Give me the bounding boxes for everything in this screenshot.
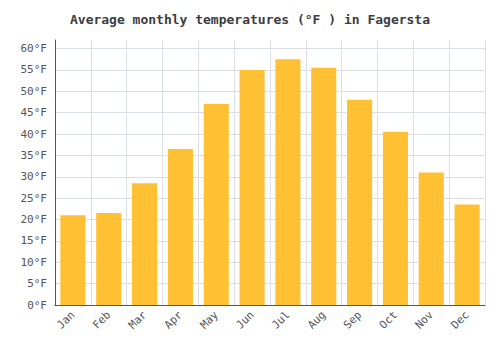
svg-text:Sep: Sep xyxy=(341,308,364,331)
svg-text:Nov: Nov xyxy=(413,308,436,331)
svg-text:0°F: 0°F xyxy=(27,299,47,312)
svg-text:Apr: Apr xyxy=(162,308,185,331)
svg-text:35°F: 35°F xyxy=(21,149,48,162)
svg-text:Aug: Aug xyxy=(305,308,328,331)
svg-text:Mar: Mar xyxy=(126,308,149,331)
svg-text:Average monthly temperatures (: Average monthly temperatures (°F ) in Fa… xyxy=(70,12,430,27)
svg-text:25°F: 25°F xyxy=(21,192,48,205)
svg-text:5°F: 5°F xyxy=(27,277,47,290)
svg-text:20°F: 20°F xyxy=(21,213,48,226)
svg-text:45°F: 45°F xyxy=(21,106,48,119)
svg-text:40°F: 40°F xyxy=(21,128,48,141)
svg-text:May: May xyxy=(198,308,221,331)
svg-text:Jul: Jul xyxy=(269,308,292,331)
svg-text:55°F: 55°F xyxy=(21,63,48,76)
svg-text:30°F: 30°F xyxy=(21,170,48,183)
svg-text:Jun: Jun xyxy=(233,308,256,331)
svg-text:60°F: 60°F xyxy=(21,42,48,55)
svg-text:10°F: 10°F xyxy=(21,256,48,269)
svg-text:Dec: Dec xyxy=(448,308,471,331)
svg-text:Jan: Jan xyxy=(54,308,77,331)
svg-text:Oct: Oct xyxy=(377,308,400,331)
svg-text:50°F: 50°F xyxy=(21,85,48,98)
svg-text:15°F: 15°F xyxy=(21,234,48,247)
svg-text:Feb: Feb xyxy=(90,308,113,331)
